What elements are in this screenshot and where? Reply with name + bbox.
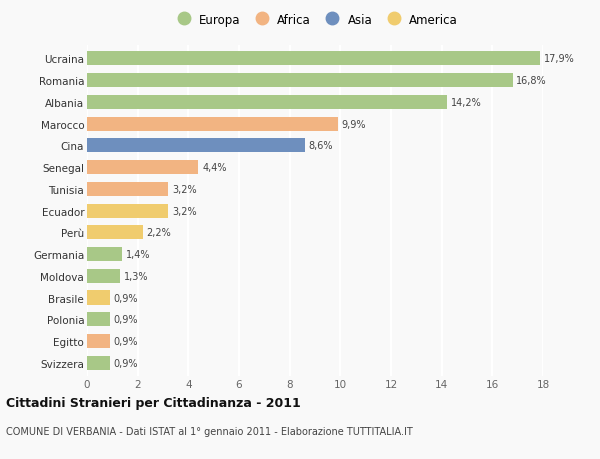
Text: 9,9%: 9,9% xyxy=(341,119,366,129)
Text: 1,3%: 1,3% xyxy=(124,271,148,281)
Text: 17,9%: 17,9% xyxy=(544,54,575,64)
Bar xyxy=(87,291,110,305)
Text: 3,2%: 3,2% xyxy=(172,185,196,195)
Legend: Europa, Africa, Asia, America: Europa, Africa, Asia, America xyxy=(167,9,463,31)
Text: Cittadini Stranieri per Cittadinanza - 2011: Cittadini Stranieri per Cittadinanza - 2… xyxy=(6,396,301,409)
Bar xyxy=(87,161,199,175)
Text: 8,6%: 8,6% xyxy=(308,141,333,151)
Bar xyxy=(87,204,168,218)
Bar xyxy=(87,95,447,110)
Text: 14,2%: 14,2% xyxy=(451,98,481,108)
Text: 16,8%: 16,8% xyxy=(517,76,547,86)
Text: 4,4%: 4,4% xyxy=(202,163,227,173)
Text: 0,9%: 0,9% xyxy=(113,314,138,325)
Bar xyxy=(87,118,338,131)
Text: 0,9%: 0,9% xyxy=(113,358,138,368)
Bar xyxy=(87,226,143,240)
Bar xyxy=(87,334,110,348)
Bar xyxy=(87,52,541,67)
Text: 3,2%: 3,2% xyxy=(172,206,196,216)
Text: 0,9%: 0,9% xyxy=(113,336,138,346)
Bar xyxy=(87,269,120,283)
Text: 1,4%: 1,4% xyxy=(126,250,151,259)
Bar xyxy=(87,356,110,370)
Bar xyxy=(87,74,512,88)
Text: COMUNE DI VERBANIA - Dati ISTAT al 1° gennaio 2011 - Elaborazione TUTTITALIA.IT: COMUNE DI VERBANIA - Dati ISTAT al 1° ge… xyxy=(6,426,413,436)
Bar xyxy=(87,139,305,153)
Bar xyxy=(87,313,110,327)
Bar xyxy=(87,182,168,196)
Text: 2,2%: 2,2% xyxy=(146,228,171,238)
Text: 0,9%: 0,9% xyxy=(113,293,138,303)
Bar xyxy=(87,247,122,262)
